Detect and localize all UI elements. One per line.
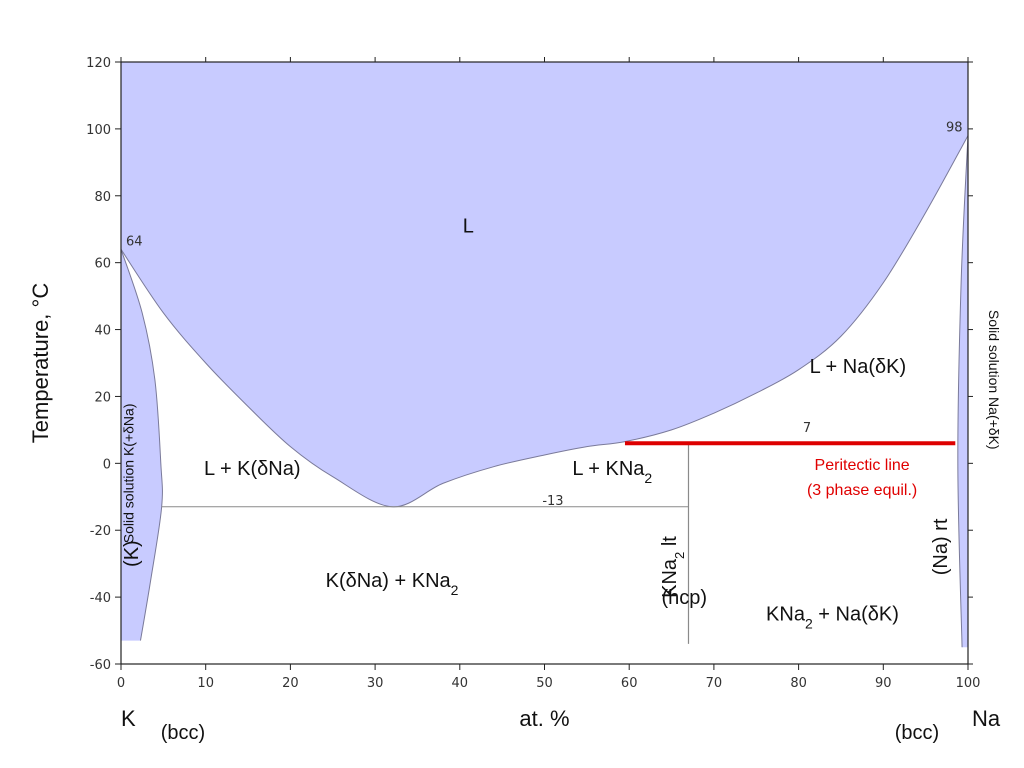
y-tick-label: 20 (94, 390, 111, 405)
l-plus-na-label: L + Na(δK) (810, 356, 907, 378)
k-melting-point-label: 64 (126, 234, 143, 249)
na-solid-solution-label: Solid solution Na(+δK) (986, 310, 1002, 450)
na-solid-solution-region (957, 135, 968, 648)
y-tick-label: 120 (86, 56, 111, 71)
y-tick-label: 0 (103, 457, 111, 472)
y-tick-label: -60 (90, 658, 111, 673)
eutectic-temp-label: -13 (542, 494, 563, 509)
y-tick-label: 60 (94, 257, 111, 272)
y-tick-label: 100 (86, 123, 111, 138)
three-phase-annotation: (3 phase equil.) (807, 482, 917, 499)
y-axis-label: Temperature, °C (28, 283, 53, 444)
x-tick-label: 90 (875, 676, 892, 691)
x-tick-label: 50 (536, 676, 553, 691)
hcp-label: (hcp) (661, 587, 707, 609)
axis-ticks: 0 10 20 30 40 50 60 70 80 90 100 -60 -40 -20 0 20 40 60 80… (86, 56, 980, 691)
na-rt-label: (Na) rt (930, 518, 952, 575)
y-tick-label: -20 (90, 524, 111, 539)
x-axis-label: at. % (519, 706, 569, 731)
k-solid-solution-label: Solid solution K(+δNa) (121, 404, 137, 544)
k-solid-solution-region (121, 249, 163, 641)
k-plus-kna2-label: K(δNa) + KNa2 (326, 570, 459, 598)
peritectic-temp-label: 7 (803, 421, 811, 436)
x-tick-label: 30 (367, 676, 384, 691)
kna2-plus-na-label: KNa2 + Na(δK) (766, 604, 899, 632)
phase-fills (121, 62, 968, 648)
k-phase-label: (K) (121, 540, 143, 567)
x-tick-label: 80 (790, 676, 807, 691)
y-tick-label: 80 (94, 190, 111, 205)
y-tick-label: -40 (90, 591, 111, 606)
right-element-label: Na (972, 706, 1001, 731)
right-structure-label: (bcc) (895, 722, 939, 744)
x-tick-label: 100 (956, 676, 981, 691)
kna2-lt-label: KNa2 lt (659, 536, 687, 598)
liquid-label: L (463, 216, 474, 238)
chart-labels: at. % Temperature, °C K (bcc) Na (bcc) 64 98 -13… (28, 121, 1002, 744)
x-tick-label: 0 (117, 676, 125, 691)
phase-lines (120, 135, 969, 648)
x-tick-label: 60 (621, 676, 638, 691)
x-tick-label: 70 (706, 676, 723, 691)
peritectic-line-annotation: Peritectic line (815, 457, 910, 474)
x-tick-label: 10 (197, 676, 214, 691)
y-tick-label: 40 (94, 324, 111, 339)
l-plus-kna2-label: L + KNa2 (572, 458, 652, 486)
k-solvus-line (120, 249, 163, 641)
l-plus-k-label: L + K(δNa) (204, 458, 301, 480)
x-tick-label: 40 (452, 676, 469, 691)
x-tick-label: 20 (282, 676, 299, 691)
left-element-label: K (121, 706, 136, 731)
liquidus-line (120, 135, 969, 508)
na-solvus-line (957, 135, 969, 648)
liquid-region (121, 62, 968, 507)
left-structure-label: (bcc) (161, 722, 205, 744)
na-melting-point-label: 98 (946, 121, 963, 136)
